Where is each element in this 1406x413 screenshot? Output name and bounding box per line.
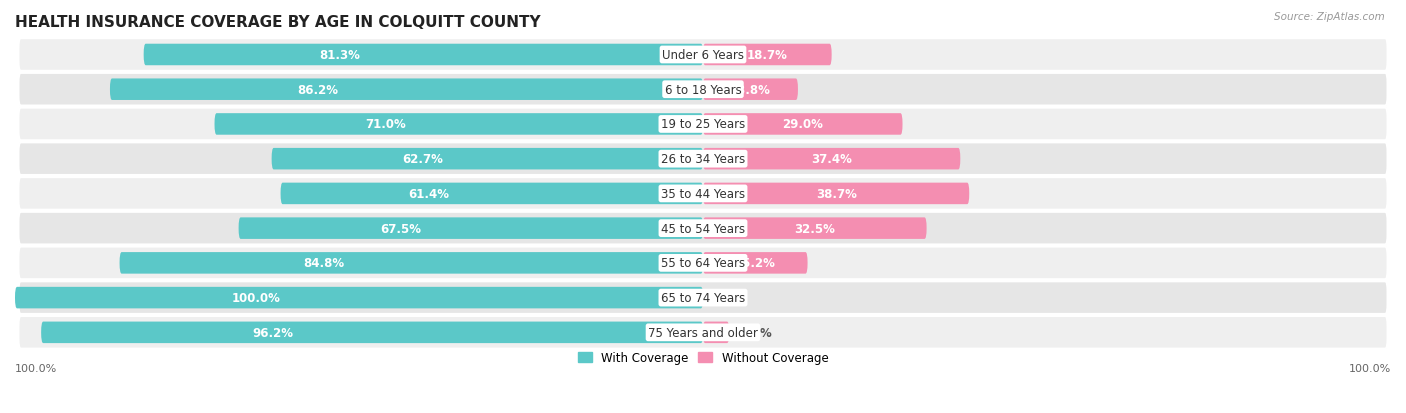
Text: 67.5%: 67.5% <box>381 222 422 235</box>
FancyBboxPatch shape <box>239 218 703 239</box>
Text: 15.2%: 15.2% <box>735 257 776 270</box>
FancyBboxPatch shape <box>120 252 703 274</box>
FancyBboxPatch shape <box>703 45 832 66</box>
FancyBboxPatch shape <box>703 79 799 101</box>
Text: 96.2%: 96.2% <box>252 326 294 339</box>
Text: Under 6 Years: Under 6 Years <box>662 49 744 62</box>
FancyBboxPatch shape <box>703 218 927 239</box>
Text: HEALTH INSURANCE COVERAGE BY AGE IN COLQUITT COUNTY: HEALTH INSURANCE COVERAGE BY AGE IN COLQ… <box>15 15 541 30</box>
Text: 55 to 64 Years: 55 to 64 Years <box>661 257 745 270</box>
FancyBboxPatch shape <box>703 183 969 205</box>
Text: 32.5%: 32.5% <box>794 222 835 235</box>
FancyBboxPatch shape <box>18 108 1388 141</box>
Text: 35 to 44 Years: 35 to 44 Years <box>661 188 745 200</box>
Text: 0.0%: 0.0% <box>713 292 747 304</box>
FancyBboxPatch shape <box>18 282 1388 314</box>
FancyBboxPatch shape <box>703 322 730 343</box>
Text: 100.0%: 100.0% <box>1348 363 1391 373</box>
FancyBboxPatch shape <box>18 143 1388 176</box>
FancyBboxPatch shape <box>271 149 703 170</box>
Text: 38.7%: 38.7% <box>815 188 856 200</box>
Legend: With Coverage, Without Coverage: With Coverage, Without Coverage <box>572 347 834 369</box>
FancyBboxPatch shape <box>110 79 703 101</box>
Text: 100.0%: 100.0% <box>232 292 280 304</box>
Text: 65 to 74 Years: 65 to 74 Years <box>661 292 745 304</box>
FancyBboxPatch shape <box>18 212 1388 245</box>
Text: 62.7%: 62.7% <box>402 153 443 166</box>
Text: 29.0%: 29.0% <box>782 118 823 131</box>
Text: 84.8%: 84.8% <box>304 257 344 270</box>
Text: 81.3%: 81.3% <box>319 49 360 62</box>
FancyBboxPatch shape <box>143 45 703 66</box>
Text: 19 to 25 Years: 19 to 25 Years <box>661 118 745 131</box>
FancyBboxPatch shape <box>281 183 703 205</box>
Text: 61.4%: 61.4% <box>408 188 449 200</box>
FancyBboxPatch shape <box>18 316 1388 349</box>
Text: 100.0%: 100.0% <box>15 363 58 373</box>
Text: 6 to 18 Years: 6 to 18 Years <box>665 83 741 97</box>
FancyBboxPatch shape <box>41 322 703 343</box>
FancyBboxPatch shape <box>18 39 1388 71</box>
Text: 75 Years and older: 75 Years and older <box>648 326 758 339</box>
FancyBboxPatch shape <box>18 178 1388 210</box>
FancyBboxPatch shape <box>703 252 807 274</box>
Text: 86.2%: 86.2% <box>297 83 337 97</box>
FancyBboxPatch shape <box>703 149 960 170</box>
Text: 45 to 54 Years: 45 to 54 Years <box>661 222 745 235</box>
Text: 18.7%: 18.7% <box>747 49 787 62</box>
FancyBboxPatch shape <box>703 114 903 135</box>
Text: 37.4%: 37.4% <box>811 153 852 166</box>
Text: Source: ZipAtlas.com: Source: ZipAtlas.com <box>1274 12 1385 22</box>
Text: 26 to 34 Years: 26 to 34 Years <box>661 153 745 166</box>
FancyBboxPatch shape <box>215 114 703 135</box>
FancyBboxPatch shape <box>15 287 703 309</box>
Text: 71.0%: 71.0% <box>366 118 406 131</box>
Text: 13.8%: 13.8% <box>730 83 770 97</box>
FancyBboxPatch shape <box>18 247 1388 280</box>
FancyBboxPatch shape <box>18 74 1388 106</box>
Text: 3.8%: 3.8% <box>740 326 772 339</box>
